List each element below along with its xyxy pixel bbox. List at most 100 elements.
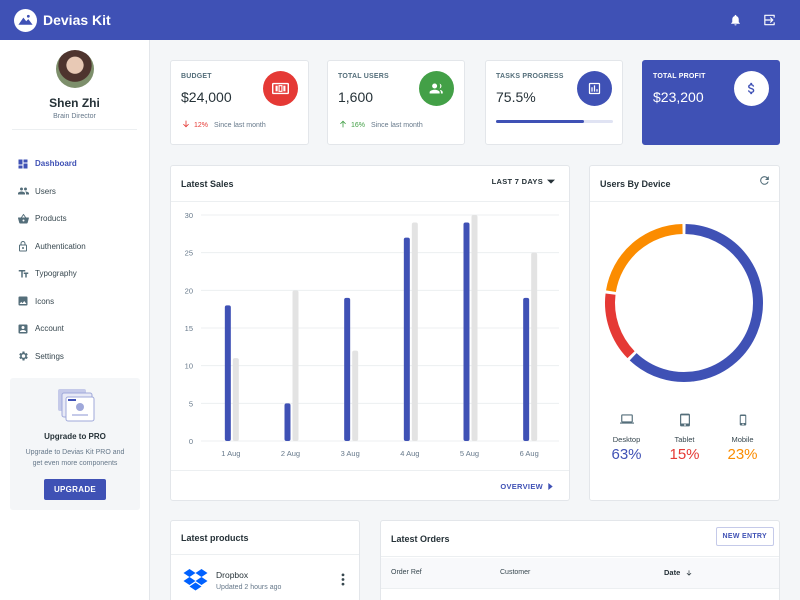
image-icon — [16, 294, 30, 308]
total-users-diff-caption: Since last month — [371, 121, 423, 129]
brand[interactable]: Devias Kit — [14, 8, 111, 32]
sidebar-item-users[interactable]: Users — [0, 178, 149, 206]
upgrade-button[interactable]: UPGRADE — [43, 479, 107, 500]
x-tick-label: 5 Aug — [460, 449, 479, 458]
total-users-diff: 16% Since last month — [338, 119, 423, 131]
x-tick-label: 1 Aug — [221, 449, 240, 458]
sidebar-item-authentication[interactable]: Authentication — [0, 233, 149, 261]
total-users-value: 1,600 — [338, 89, 374, 105]
bar-series-1 — [523, 297, 530, 441]
x-tick-label: 4 Aug — [400, 449, 419, 458]
brand-logo-icon — [14, 8, 37, 32]
users-icon — [16, 184, 30, 198]
sidebar-item-typography[interactable]: Typography — [0, 260, 149, 288]
text-format-icon — [16, 267, 30, 281]
sidebar-item-label: Products — [35, 214, 67, 224]
bar-series-2 — [352, 350, 359, 441]
latest-products-card: Latest products Dropbox Updated 2 hours … — [170, 520, 360, 600]
sidebar-item-label: Authentication — [35, 241, 86, 251]
device-name: Tablet — [674, 435, 695, 444]
brand-name: Devias Kit — [43, 12, 111, 28]
device-name: Desktop — [612, 435, 641, 444]
tablet-icon — [665, 412, 705, 428]
laptop-icon — [607, 412, 647, 428]
column-header-order-ref[interactable]: Order Ref — [391, 569, 422, 576]
sort-arrow-down-icon — [685, 569, 693, 577]
x-tick-label: 3 Aug — [341, 449, 360, 458]
bar-series-2 — [531, 252, 538, 441]
sidebar-item-dashboard[interactable]: Dashboard — [0, 150, 149, 178]
total-users-title: TOTAL USERS — [338, 73, 389, 80]
column-header-date[interactable]: Date — [664, 568, 693, 577]
refresh-icon[interactable] — [758, 174, 771, 192]
device-percentage: 23% — [727, 446, 758, 463]
sidebar-item-label: Account — [35, 324, 64, 334]
overview-label: OVERVIEW — [500, 482, 543, 491]
caret-down-icon — [547, 179, 555, 185]
arrow-down-icon — [181, 119, 191, 131]
latest-sales-footer — [171, 470, 569, 471]
sidebar-item-label: Icons — [35, 296, 55, 306]
y-tick-label: 30 — [185, 211, 193, 220]
budget-diff-caption: Since last month — [214, 121, 266, 129]
sidebar-item-account[interactable]: Account — [0, 315, 149, 343]
tasks-progress-title: TASKS PROGRESS — [496, 73, 564, 80]
budget-title: BUDGET — [181, 73, 212, 80]
latest-orders-title: Latest Orders — [391, 534, 450, 544]
logout-icon[interactable] — [760, 11, 778, 29]
upgrade-illustration — [52, 386, 98, 424]
bar-series-1 — [344, 297, 351, 441]
product-updated: Updated 2 hours ago — [216, 584, 282, 591]
range-dropdown[interactable]: LAST 7 DAYS — [492, 177, 555, 186]
upgrade-panel: Upgrade to PRO Upgrade to Devias Kit PRO… — [10, 378, 140, 510]
phone-icon — [723, 412, 763, 428]
top-app-bar: Devias Kit — [0, 0, 800, 40]
more-vert-icon[interactable] — [341, 573, 345, 591]
column-header-customer[interactable]: Customer — [500, 569, 531, 576]
sidebar: Shen Zhi Brain Director Dashboard Users … — [0, 40, 150, 600]
bar-series-2 — [292, 290, 299, 441]
total-users-card: TOTAL USERS 1,600 16% Since last month — [327, 60, 465, 145]
sales-bar-chart: 0 5 10 15 20 25 30 1 Aug 2 Aug 3 Aug 4 Aug 5 Aug 6 A… — [185, 211, 559, 458]
overview-button[interactable]: OVERVIEW — [500, 482, 553, 491]
range-dropdown-label: LAST 7 DAYS — [491, 177, 543, 186]
budget-diff-value: 12% — [194, 121, 209, 129]
profile-name: Shen Zhi — [49, 96, 100, 110]
latest-sales-title: Latest Sales — [181, 179, 234, 189]
new-entry-button[interactable]: NEW ENTRY — [715, 527, 774, 546]
latest-products-header: Latest products — [171, 521, 359, 555]
device-percentage: 15% — [669, 446, 700, 463]
latest-sales-header: Latest Sales LAST 7 DAYS — [171, 166, 569, 202]
y-tick-label: 5 — [189, 399, 193, 408]
bar-series-1 — [224, 305, 231, 441]
y-tick-label: 15 — [185, 324, 193, 333]
bar-series-1 — [463, 222, 470, 441]
dashboard-icon — [16, 157, 30, 171]
account-box-icon — [16, 322, 30, 336]
avatar[interactable] — [55, 50, 94, 88]
sidebar-item-products[interactable]: Products — [0, 205, 149, 233]
users-by-device-title: Users By Device — [600, 179, 671, 189]
list-item[interactable]: Dropbox Updated 2 hours ago — [171, 565, 359, 599]
upgrade-description: Upgrade to Devias Kit PRO and get even m… — [25, 449, 125, 467]
sidebar-item-label: Dashboard — [35, 159, 77, 169]
x-tick-label: 6 Aug — [520, 449, 539, 458]
orders-table-header: Order Ref Customer Date — [381, 558, 779, 589]
tasks-progress-track — [496, 120, 613, 123]
y-tick-label: 0 — [189, 437, 193, 446]
latest-orders-header: Latest Orders NEW ENTRY — [381, 521, 779, 557]
latest-orders-card: Latest Orders NEW ENTRY Order Ref Custom… — [380, 520, 780, 600]
users-by-device-card: Users By Device Desktop 63% Tablet 15% M… — [589, 165, 780, 501]
sidebar-item-settings[interactable]: Settings — [0, 343, 149, 371]
sidebar-nav: Dashboard Users Products Authentication … — [0, 150, 149, 370]
device-mobile: Mobile 23% — [723, 412, 763, 463]
bar-series-2 — [411, 222, 418, 441]
tasks-progress-fill — [496, 120, 585, 123]
notifications-bell-icon[interactable] — [726, 11, 744, 29]
dollar-icon — [734, 71, 769, 106]
sidebar-item-label: Settings — [35, 351, 64, 361]
dropbox-logo-icon — [183, 569, 208, 596]
sidebar-item-icons[interactable]: Icons — [0, 288, 149, 316]
device-legend: Desktop 63% Tablet 15% Mobile 23% — [590, 412, 779, 463]
doughnut-slice-desktop — [629, 224, 763, 382]
